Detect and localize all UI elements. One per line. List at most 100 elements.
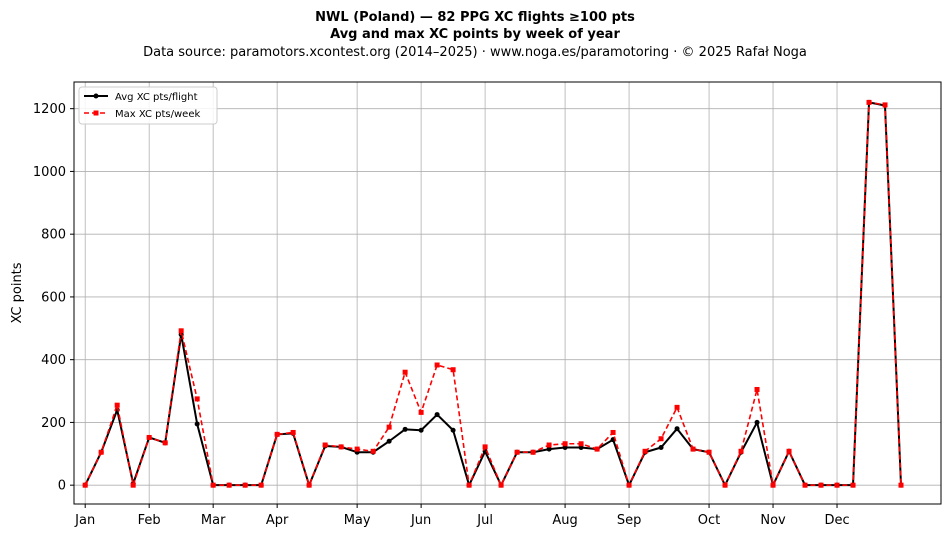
legend-marker-avg (93, 93, 99, 99)
y-tick-label: 0 (58, 479, 66, 494)
data-point-max (146, 434, 152, 440)
data-point-max (386, 424, 392, 430)
y-tick-label: 1000 (33, 165, 66, 180)
data-point-avg (754, 419, 760, 425)
series-line-avg (84, 101, 903, 487)
x-tick-label-jun: Jun (410, 513, 431, 528)
data-point-max (706, 449, 712, 455)
data-point-max (850, 482, 856, 488)
data-point-avg (418, 427, 424, 433)
data-point-max (802, 482, 808, 488)
x-tick-label-jan: Jan (74, 513, 95, 528)
data-point-max (322, 442, 328, 448)
data-point-max (194, 396, 200, 402)
data-point-max (82, 482, 88, 488)
x-tick-label-may: May (344, 513, 371, 528)
data-point-max (162, 440, 168, 446)
legend-label-max: Max XC pts/week (115, 109, 200, 120)
data-point-max (306, 482, 312, 488)
data-point-avg (674, 426, 680, 432)
data-point-avg (546, 446, 552, 452)
data-point-max (818, 482, 824, 488)
data-point-max (498, 482, 504, 488)
y-axis-label: XC points (10, 262, 25, 323)
data-point-max (114, 402, 120, 408)
legend-label-avg: Avg XC pts/flight (115, 92, 198, 103)
legend: Avg XC pts/flight Max XC pts/week (78, 86, 218, 125)
data-point-max (642, 448, 648, 454)
x-tick-label-apr: Apr (266, 513, 289, 528)
chart-subtitle: Avg and max XC points by week of year (330, 27, 620, 42)
x-tick-label-oct: Oct (698, 513, 720, 528)
data-point-max (866, 99, 872, 105)
y-tick-label: 400 (41, 353, 66, 368)
y-tick-label: 800 (41, 228, 66, 243)
data-point-max (786, 448, 792, 454)
y-tick-label: 600 (41, 290, 66, 305)
chart-title: NWL (Poland) — 82 PPG XC flights ≥100 pt… (315, 10, 635, 25)
grid (74, 82, 941, 504)
data-point-max (658, 436, 664, 442)
data-point-max (754, 386, 760, 392)
series-max (82, 99, 904, 488)
data-point-avg (402, 426, 408, 432)
x-tick-label-jul: Jul (476, 513, 493, 528)
data-point-max (738, 448, 744, 454)
data-point-avg (450, 427, 456, 433)
data-point-max (546, 442, 552, 448)
data-point-max (274, 431, 280, 437)
data-point-max (882, 102, 888, 108)
data-point-max (770, 482, 776, 488)
data-point-max (98, 449, 104, 455)
data-point-max (898, 482, 904, 488)
series-layer (82, 99, 904, 488)
data-point-max (258, 482, 264, 488)
chart-source-line: Data source: paramotors.xcontest.org (20… (143, 45, 807, 60)
legend-marker-max (93, 110, 99, 116)
data-point-avg (434, 412, 440, 418)
data-point-avg (578, 445, 584, 451)
data-point-max (466, 482, 472, 488)
data-point-max (130, 482, 136, 488)
x-tick-label-feb: Feb (138, 513, 161, 528)
x-tick-label-sep: Sep (617, 513, 642, 528)
data-point-max (290, 429, 296, 435)
data-point-avg (194, 421, 200, 427)
data-point-max (450, 367, 456, 373)
data-point-max (370, 448, 376, 454)
x-tick-label-mar: Mar (201, 513, 226, 528)
data-point-max (674, 404, 680, 410)
data-point-max (690, 446, 696, 452)
data-point-max (418, 409, 424, 415)
data-point-max (434, 362, 440, 368)
series-avg (82, 99, 904, 488)
data-point-max (226, 482, 232, 488)
data-point-max (610, 429, 616, 435)
data-point-max (626, 482, 632, 488)
data-point-max (242, 482, 248, 488)
data-point-max (482, 444, 488, 450)
data-point-max (514, 449, 520, 455)
plot-frame (73, 81, 942, 505)
data-point-avg (386, 438, 392, 444)
ticks-layer: 0 200 400 600 800 1000 1200 Jan Feb Mar Apr May Jun J… (33, 102, 850, 528)
data-point-max (338, 444, 344, 450)
data-point-avg (658, 445, 664, 451)
y-tick-label: 1200 (33, 102, 66, 117)
x-tick-label-dec: Dec (824, 513, 849, 528)
x-tick-label-aug: Aug (552, 513, 577, 528)
y-tick-label: 200 (41, 416, 66, 431)
data-point-max (834, 482, 840, 488)
data-point-max (178, 328, 184, 334)
data-point-max (578, 441, 584, 447)
legend-box (78, 86, 218, 125)
data-point-avg (562, 445, 568, 451)
data-point-max (402, 369, 408, 375)
data-point-max (722, 482, 728, 488)
x-tick-label-nov: Nov (760, 513, 786, 528)
series-line-max (84, 101, 902, 486)
data-point-max (594, 446, 600, 452)
data-point-max (354, 446, 360, 452)
data-point-max (562, 441, 568, 447)
